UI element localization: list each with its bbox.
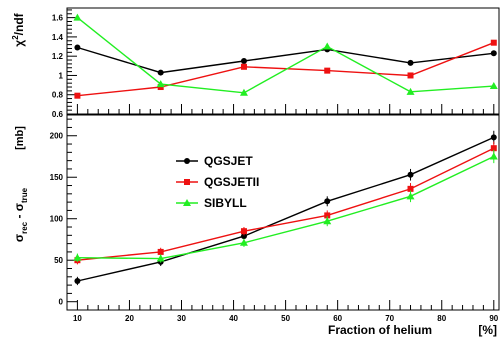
y-tick-label: 50 — [54, 256, 63, 265]
series-line — [76, 17, 494, 94]
x-axis-unit: [%] — [478, 323, 497, 337]
marker-triangle — [73, 13, 82, 21]
marker-circle — [240, 58, 247, 64]
marker-square — [157, 248, 164, 255]
x-tick-label: 70 — [385, 314, 394, 323]
x-tick-label: 20 — [125, 314, 134, 323]
marker-triangle — [156, 80, 165, 88]
y-tick-label: 1.6 — [52, 14, 64, 23]
marker-triangle — [406, 87, 415, 95]
y-tick-label: 150 — [50, 173, 64, 182]
cross-section-panel: 0 50 100 150 200 10 20 30 40 50 60 70 80 90 — [50, 114, 500, 323]
sigma-axis-unit: [mb] — [14, 126, 26, 150]
marker-circle — [490, 134, 497, 141]
chi2-panel: 0.6 0.8 1 1.2 1.4 1.6 — [52, 7, 500, 119]
marker-circle — [407, 171, 414, 178]
series-sibyll — [73, 13, 498, 96]
x-tick-label: 80 — [437, 314, 446, 323]
plot-frame — [66, 114, 500, 311]
series-line — [77, 147, 495, 261]
legend-entry-sibyll: SIBYLL — [176, 196, 247, 210]
series-qgsjet — [74, 130, 497, 286]
marker-circle — [407, 59, 414, 66]
marker-triangle — [239, 88, 248, 96]
x-tick-label: 40 — [229, 314, 238, 323]
legend-label: SIBYLL — [204, 196, 247, 210]
marker-triangle — [239, 238, 248, 246]
marker-circle — [240, 233, 247, 240]
marker-square — [490, 39, 497, 46]
marker-square — [407, 72, 414, 79]
marker-triangle — [406, 192, 415, 200]
marker-circle — [157, 69, 164, 76]
plot-area — [73, 13, 498, 99]
marker-triangle — [323, 42, 332, 50]
x-tick-label: 50 — [281, 314, 290, 323]
legend-label: QGSJET — [204, 154, 253, 168]
marker-square — [490, 145, 497, 152]
x-tick-label: 60 — [333, 314, 342, 323]
marker-square — [324, 67, 331, 74]
x-tick-label: 10 — [73, 314, 82, 323]
marker-circle — [490, 50, 497, 57]
marker-circle — [74, 277, 81, 284]
y-tick-label: 1.4 — [52, 33, 64, 42]
legend-entry-qgsjetii: QGSJETII — [176, 175, 259, 189]
marker-square — [240, 63, 247, 70]
series-qgsjet — [74, 44, 497, 76]
chi2-axis-label: χ2/ndf — [11, 12, 26, 46]
marker-triangle — [323, 217, 332, 225]
sigma-axis-label: σrec - σtrue — [12, 187, 29, 242]
marker-triangle — [73, 253, 82, 261]
marker-circle — [324, 198, 331, 205]
y-tick-label: 100 — [50, 215, 64, 224]
marker-triangle — [489, 82, 498, 90]
series-qgsjetii — [74, 141, 497, 265]
y-tick-label: 0.6 — [52, 110, 64, 119]
legend-marker-triangle — [183, 199, 191, 206]
y-tick-label: 1 — [59, 71, 64, 80]
marker-square — [407, 185, 414, 192]
legend-marker-circle — [184, 158, 190, 164]
series-sibyll — [73, 149, 498, 263]
plot-frame — [66, 7, 500, 115]
legend-entry-qgsjet: QGSJET — [176, 154, 253, 168]
plot-area — [73, 130, 498, 286]
marker-square — [240, 228, 247, 235]
x-tick-label: 90 — [489, 314, 498, 323]
marker-square — [324, 212, 331, 219]
legend-marker-square — [184, 179, 190, 185]
marker-triangle — [156, 254, 165, 262]
y-tick-label: 1.2 — [52, 52, 64, 61]
marker-square — [74, 92, 81, 99]
series-line — [77, 155, 495, 260]
y-tick-label: 200 — [50, 132, 64, 141]
series-line — [77, 42, 495, 97]
series-line — [77, 136, 495, 282]
legend: QGSJET QGSJETII SIBYLL — [176, 154, 259, 210]
y-tick-label: 0.8 — [52, 91, 64, 100]
x-axis-label: Fraction of helium — [328, 323, 432, 337]
x-tick-label: 30 — [177, 314, 186, 323]
legend-label: QGSJETII — [204, 175, 259, 189]
marker-circle — [74, 44, 81, 51]
marker-triangle — [489, 152, 498, 160]
series-line — [77, 46, 494, 74]
y-tick-label: 0 — [59, 298, 64, 307]
